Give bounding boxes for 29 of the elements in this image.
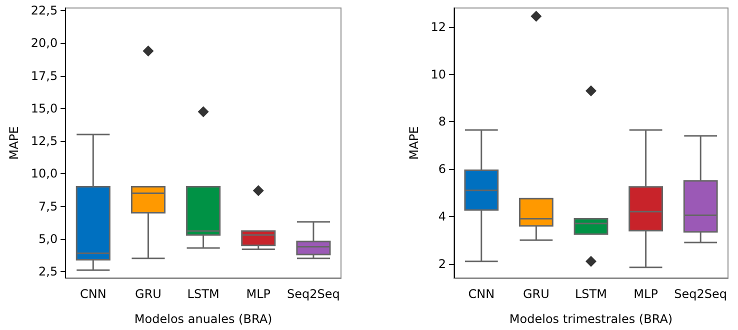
y-tick-label: 8 bbox=[438, 114, 446, 129]
x-tick-label: CNN bbox=[468, 287, 495, 301]
y-tick-label: 5,0 bbox=[38, 232, 58, 246]
y-axis-title: MAPE bbox=[7, 126, 21, 160]
x-axis-title: Modelos anuales (BRA) bbox=[134, 312, 272, 326]
y-tick-label: 4 bbox=[438, 209, 446, 224]
y-tick-label: 17,5 bbox=[30, 68, 58, 83]
y-axis-title: MAPE bbox=[406, 126, 421, 160]
x-tick-label: MLP bbox=[634, 287, 658, 301]
y-tick-label: 7,5 bbox=[38, 199, 58, 214]
x-tick-label: CNN bbox=[80, 287, 106, 301]
x-tick-label: Seq2Seq bbox=[674, 287, 728, 301]
x-tick-label: MLP bbox=[246, 287, 271, 301]
y-tick-label: 10,0 bbox=[30, 166, 58, 181]
y-tick-label: 12,5 bbox=[30, 134, 58, 148]
y-tick-label: 12 bbox=[430, 20, 446, 34]
y-tick-label: 10 bbox=[430, 67, 446, 82]
y-tick-label: 15,0 bbox=[30, 101, 58, 116]
y-tick-label: 2,5 bbox=[38, 264, 58, 278]
y-tick-label: 20,0 bbox=[30, 36, 58, 50]
x-tick-label: GRU bbox=[522, 287, 550, 301]
x-tick-label: LSTM bbox=[187, 287, 220, 301]
x-tick-label: Seq2Seq bbox=[287, 287, 340, 301]
x-tick-label: GRU bbox=[135, 287, 162, 301]
x-axis-title: Modelos trimestrales (BRA) bbox=[509, 312, 673, 326]
y-tick-label: 6 bbox=[438, 162, 446, 176]
y-tick-label: 22,5 bbox=[30, 4, 58, 18]
x-tick-label: LSTM bbox=[575, 287, 607, 301]
y-tick-label: 2 bbox=[438, 256, 446, 271]
